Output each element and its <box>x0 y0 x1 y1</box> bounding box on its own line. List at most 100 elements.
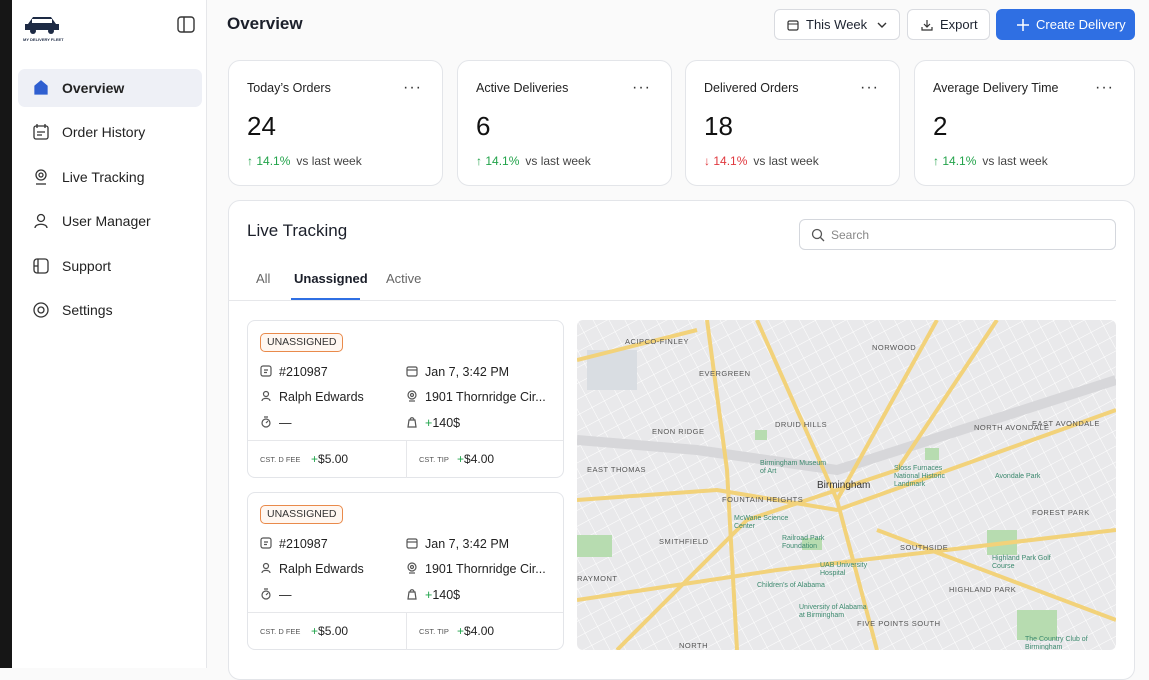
address: 1901 Thornridge Cir... <box>425 562 546 576</box>
stat-change: ↑ 14.1% vs last week <box>247 154 362 168</box>
address-icon <box>405 561 419 580</box>
amount-value: 140$ <box>432 416 461 430</box>
tip-value: $4.00 <box>464 624 495 638</box>
amount-icon <box>405 587 419 606</box>
tab[interactable]: Active <box>386 271 422 286</box>
change-value: 14.1% <box>713 154 748 168</box>
map-label: EVERGREEN <box>699 369 751 378</box>
map-label: The Country Club of Birmingham <box>1025 636 1088 650</box>
footer-split <box>406 612 407 650</box>
id: #210987 <box>279 537 328 551</box>
stat-title: Delivered Orders <box>704 81 799 95</box>
page-title: Overview <box>227 14 303 33</box>
more-button[interactable]: ··· <box>1095 79 1114 96</box>
footer-divider <box>248 440 563 441</box>
change-note: vs last week <box>296 154 362 168</box>
map-label: SOUTHSIDE <box>900 543 949 552</box>
stat-value: 6 <box>476 111 491 141</box>
fee-sign: + <box>311 452 319 466</box>
date: Jan 7, 3:42 PM <box>425 365 510 379</box>
stat-value: 2 <box>933 111 948 141</box>
map-label: FOUNTAIN HEIGHTS <box>722 495 804 504</box>
map-label: Avondale Park <box>995 473 1041 480</box>
fee-value: $5.00 <box>318 452 349 466</box>
tab[interactable]: Unassigned <box>294 271 368 286</box>
order-card[interactable]: UNASSIGNED #210987 Jan 7, 3:42 PM Ralph Edw… <box>247 320 564 478</box>
amount: +140$ <box>425 416 460 430</box>
tip-sign: + <box>457 452 465 466</box>
create-label: Create Delivery <box>1036 17 1126 32</box>
tab-underline <box>291 298 360 300</box>
fee: +$5.00 <box>311 624 348 638</box>
change-note: vs last week <box>982 154 1048 168</box>
order-card[interactable]: UNASSIGNED #210987 Jan 7, 3:42 PM Ralph Edw… <box>247 492 564 650</box>
map-label: University of Alabama at Birmingham <box>799 604 867 619</box>
nav-item[interactable]: Overview <box>18 69 202 107</box>
nav-item[interactable]: Support <box>18 247 202 285</box>
tip: +$4.00 <box>457 624 494 638</box>
map-label: Railroad Park Foundation <box>782 535 825 550</box>
change-value: 14.1% <box>942 154 977 168</box>
more-button[interactable]: ··· <box>403 79 422 96</box>
fee-sign: + <box>311 624 319 638</box>
amount-sign: + <box>425 588 433 602</box>
collapse-button[interactable] <box>177 16 195 33</box>
period-label: This Week <box>806 17 868 32</box>
nav-item[interactable]: Live Tracking <box>18 158 202 196</box>
date: Jan 7, 3:42 PM <box>425 537 510 551</box>
stat-title: Average Delivery Time <box>933 81 1059 95</box>
change-value: 14.1% <box>485 154 520 168</box>
stat-change: ↑ 14.1% vs last week <box>476 154 591 168</box>
status-badge: UNASSIGNED <box>260 505 344 524</box>
customer: Ralph Edwards <box>279 562 364 576</box>
amount: +140$ <box>425 588 460 602</box>
map-label: NORTH AVONDALE <box>974 423 1050 432</box>
map-label: FOREST PARK <box>1032 508 1090 517</box>
change-arrow: ↓ <box>704 154 714 168</box>
sidebar: MY DELIVERY FLEET Overview Order History L… <box>12 0 207 668</box>
tabs-divider <box>228 300 1116 301</box>
search-box[interactable]: Search <box>799 219 1116 250</box>
stat-card: Average Delivery Time ··· 2 ↑ 14.1% vs last … <box>914 60 1135 186</box>
date-icon <box>405 364 419 383</box>
nav-item[interactable]: Order History <box>18 113 202 151</box>
map-label: FIVE POINTS SOUTH <box>857 619 941 628</box>
map-label: SMITHFIELD <box>659 537 709 546</box>
export-label: Export <box>940 17 978 32</box>
fee-label: CST. D FEE <box>260 627 301 636</box>
fee-value: $5.00 <box>318 624 349 638</box>
stat-change: ↓ 14.1% vs last week <box>704 154 819 168</box>
fee-label: CST. D FEE <box>260 455 301 464</box>
map-label: Sloss Furnaces National Historic Landmar… <box>894 465 945 488</box>
nav-label: Order History <box>62 124 146 141</box>
tab[interactable]: All <box>256 271 271 286</box>
logo-text: MY DELIVERY FLEET <box>23 37 64 42</box>
tip-label: CST. TIP <box>419 627 449 636</box>
map-label: NORWOOD <box>872 343 917 352</box>
change-arrow: ↑ <box>933 154 943 168</box>
nav-item[interactable]: User Manager <box>18 202 202 240</box>
more-button[interactable]: ··· <box>860 79 879 96</box>
nav-item[interactable]: Settings <box>18 291 202 329</box>
address-icon <box>405 389 419 408</box>
tip-sign: + <box>457 624 465 638</box>
stat-card: Today’s Orders ··· 24 ↑ 14.1% vs last week <box>228 60 443 186</box>
customer-icon <box>259 561 273 580</box>
more-button[interactable]: ··· <box>632 79 651 96</box>
map-label: UAB University Hospital <box>820 562 868 577</box>
stat-value: 24 <box>247 111 276 141</box>
nav-label: Settings <box>62 302 113 318</box>
period-select[interactable]: This Week <box>774 9 900 40</box>
stat-card: Active Deliveries ··· 6 ↑ 14.1% vs last week <box>457 60 672 186</box>
tip-label: CST. TIP <box>419 455 449 464</box>
amount-sign: + <box>425 416 433 430</box>
create-button[interactable]: Create Delivery <box>996 9 1135 40</box>
export-button[interactable]: Export <box>907 9 990 40</box>
stat-title: Today’s Orders <box>247 81 331 95</box>
map-label: McWane Science Center <box>734 515 789 530</box>
map-label: EAST AVONDALE <box>1032 419 1100 428</box>
driver-icon <box>259 587 273 606</box>
nav-label: User Manager <box>62 213 151 230</box>
search-placeholder: Search <box>831 228 870 242</box>
